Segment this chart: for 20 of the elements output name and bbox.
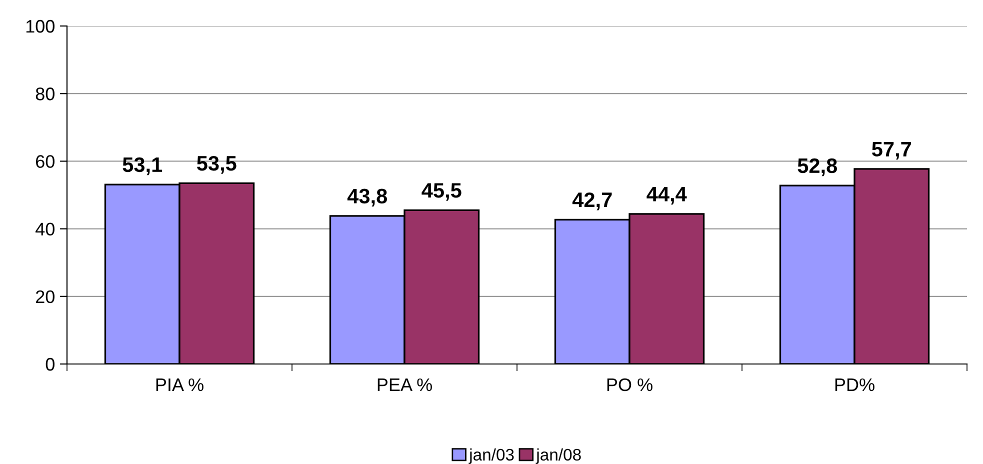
x-tick-label: PIA % (156, 378, 204, 392)
y-tick-label: 20 (36, 290, 54, 304)
data-label: 44,4 (646, 186, 687, 204)
data-label: 53,5 (196, 156, 236, 174)
data-label: 42,7 (572, 192, 612, 210)
legend-label: jan/08 (536, 448, 581, 464)
y-tick-label: 60 (36, 155, 54, 168)
y-tick-label: 40 (36, 222, 54, 236)
x-tick-label: PO % (607, 378, 652, 392)
y-tick-label: 100 (26, 20, 54, 33)
data-label: 43,8 (347, 188, 388, 207)
data-label: 53,1 (122, 157, 162, 176)
x-tick-label: PEA % (378, 378, 432, 392)
legend-label: jan/03 (468, 448, 514, 464)
data-label: 45,5 (422, 183, 462, 201)
y-tick-label: 0 (46, 358, 54, 371)
y-tick-label: 80 (36, 88, 54, 100)
x-tick-label: PD% (835, 378, 874, 392)
data-label: 57,7 (872, 142, 911, 160)
data-label: 52,8 (798, 158, 838, 176)
